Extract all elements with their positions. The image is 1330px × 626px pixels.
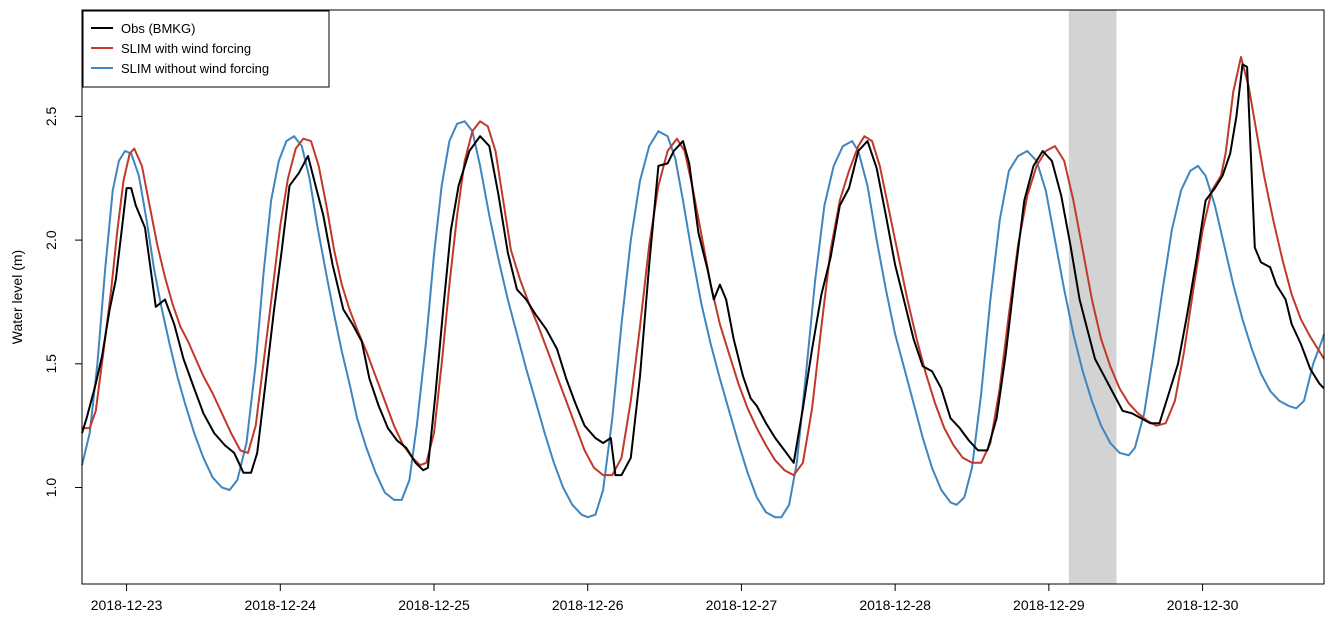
- highlight-band: [1068, 10, 1117, 584]
- x-tick-label: 2018-12-24: [244, 597, 316, 613]
- x-tick-label: 2018-12-26: [552, 597, 624, 613]
- y-tick-label: 1.5: [43, 354, 59, 374]
- plot-frame: [81, 9, 1325, 585]
- x-tick-label: 2018-12-25: [398, 597, 470, 613]
- legend-label: Obs (BMKG): [121, 21, 195, 36]
- series-line-obs-bmkg: [81, 63, 1325, 477]
- x-tick-label: 2018-12-27: [706, 597, 778, 613]
- y-axis: 1.0 1.5 2.0 2.5: [43, 106, 82, 497]
- legend-label: SLIM with wind forcing: [121, 41, 251, 56]
- legend-box: [82, 10, 330, 88]
- series-layer: [81, 56, 1325, 519]
- x-axis: 2018-12-23 2018-12-24 2018-12-25 2018-12-26…: [91, 584, 1239, 613]
- legend: Obs (BMKG) SLIM with wind forcing SLIM wit…: [82, 10, 330, 88]
- legend-label: SLIM without wind forcing: [121, 61, 269, 76]
- x-tick-label: 2018-12-30: [1167, 597, 1239, 613]
- y-tick-label: 1.0: [43, 478, 59, 498]
- series-line-slim-with-wind-forcing: [82, 56, 1325, 477]
- x-tick-label: 2018-12-23: [91, 597, 163, 613]
- series-line-slim-without-wind-forcing: [81, 120, 1325, 519]
- y-tick-label: 2.0: [43, 230, 59, 250]
- x-tick-label: 2018-12-29: [1013, 597, 1085, 613]
- y-axis-title: Water level (m): [9, 250, 25, 344]
- x-tick-label: 2018-12-28: [859, 597, 931, 613]
- highlight-band-layer: [1068, 10, 1117, 584]
- y-tick-label: 2.5: [43, 106, 59, 126]
